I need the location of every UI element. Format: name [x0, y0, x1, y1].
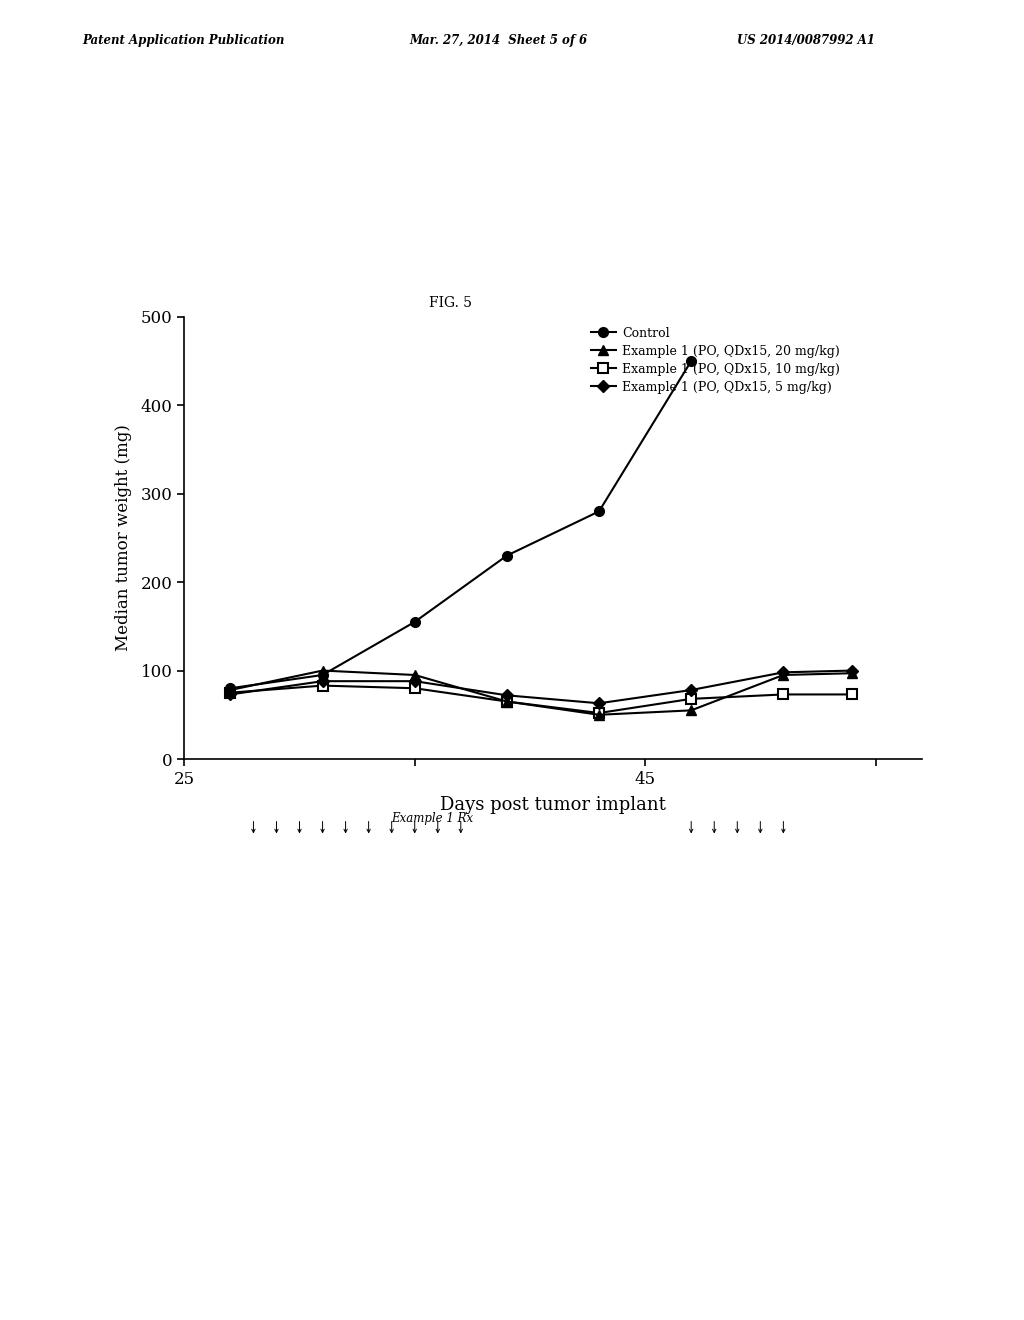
Legend: Control, Example 1 (PO, QDx15, 20 mg/kg), Example 1 (PO, QDx15, 10 mg/kg), Examp: Control, Example 1 (PO, QDx15, 20 mg/kg)…	[587, 323, 844, 397]
Text: Mar. 27, 2014  Sheet 5 of 6: Mar. 27, 2014 Sheet 5 of 6	[410, 34, 588, 48]
Text: US 2014/0087992 A1: US 2014/0087992 A1	[737, 34, 876, 48]
Y-axis label: Median tumor weight (mg): Median tumor weight (mg)	[116, 425, 132, 651]
X-axis label: Days post tumor implant: Days post tumor implant	[440, 796, 666, 814]
Text: Patent Application Publication: Patent Application Publication	[82, 34, 285, 48]
Text: FIG. 5: FIG. 5	[429, 296, 472, 310]
Text: Example 1 Rx: Example 1 Rx	[391, 812, 473, 825]
